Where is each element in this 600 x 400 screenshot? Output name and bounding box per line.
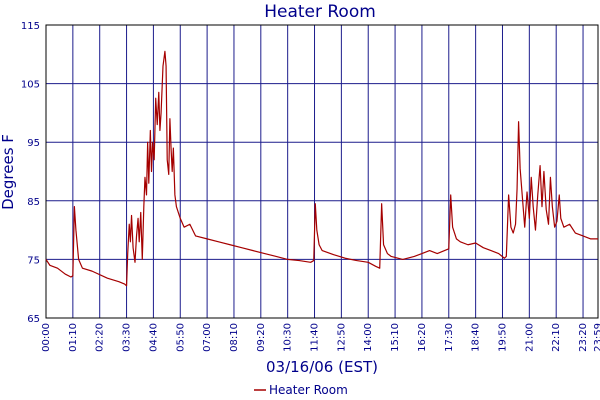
- x-tick-label: 23:59: [593, 323, 600, 352]
- legend-label: Heater Room: [269, 383, 348, 397]
- legend: Heater Room: [254, 383, 348, 397]
- y-tick-label: 75: [27, 255, 40, 266]
- x-tick-label: 00:00: [41, 323, 52, 352]
- x-tick-label: 14:00: [363, 323, 374, 352]
- x-tick-label: 07:00: [202, 323, 213, 352]
- x-tick-label: 22:10: [551, 323, 562, 352]
- x-tick-label: 04:40: [148, 323, 159, 352]
- x-tick-label: 23:20: [578, 323, 589, 352]
- x-tick-label: 10:30: [283, 323, 294, 352]
- x-tick-label: 01:10: [68, 323, 79, 352]
- grid: [45, 24, 599, 319]
- x-tick-label: 05:50: [175, 323, 186, 352]
- x-axis-ticks: 00:00 01:10 02:20 03:30 04:40 05:50 07:00 08:10…: [41, 323, 600, 352]
- x-tick-label: 16:20: [417, 323, 428, 352]
- x-tick-label: 15:10: [390, 323, 401, 352]
- x-tick-label: 11:40: [310, 323, 321, 352]
- x-tick-label: 08:10: [229, 323, 240, 352]
- y-tick-label: 105: [21, 80, 40, 91]
- series-line-heater-room: [45, 50, 598, 287]
- x-axis-label: 03/16/06 (EST): [266, 358, 378, 376]
- y-axis-ticks: 65 75 85 95 105 115: [21, 21, 40, 325]
- series-group: [45, 50, 598, 287]
- x-tick-label: 03:30: [122, 323, 133, 352]
- y-tick-label: 85: [27, 197, 40, 208]
- x-tick-label: 09:20: [256, 323, 267, 352]
- chart-title: Heater Room: [264, 2, 376, 22]
- y-tick-label: 115: [21, 21, 40, 32]
- x-tick-label: 19:50: [497, 323, 508, 352]
- plot-area: [46, 25, 598, 318]
- x-tick-label: 21:00: [524, 323, 535, 352]
- y-tick-label: 95: [27, 138, 40, 149]
- x-tick-label: 17:30: [444, 323, 455, 352]
- x-tick-label: 02:20: [95, 323, 106, 352]
- x-tick-label: 12:50: [336, 323, 347, 352]
- x-tick-label: 18:40: [471, 323, 482, 352]
- plot-border: [45, 24, 599, 319]
- y-axis-label: Degrees F: [0, 134, 17, 210]
- y-tick-label: 65: [27, 314, 40, 325]
